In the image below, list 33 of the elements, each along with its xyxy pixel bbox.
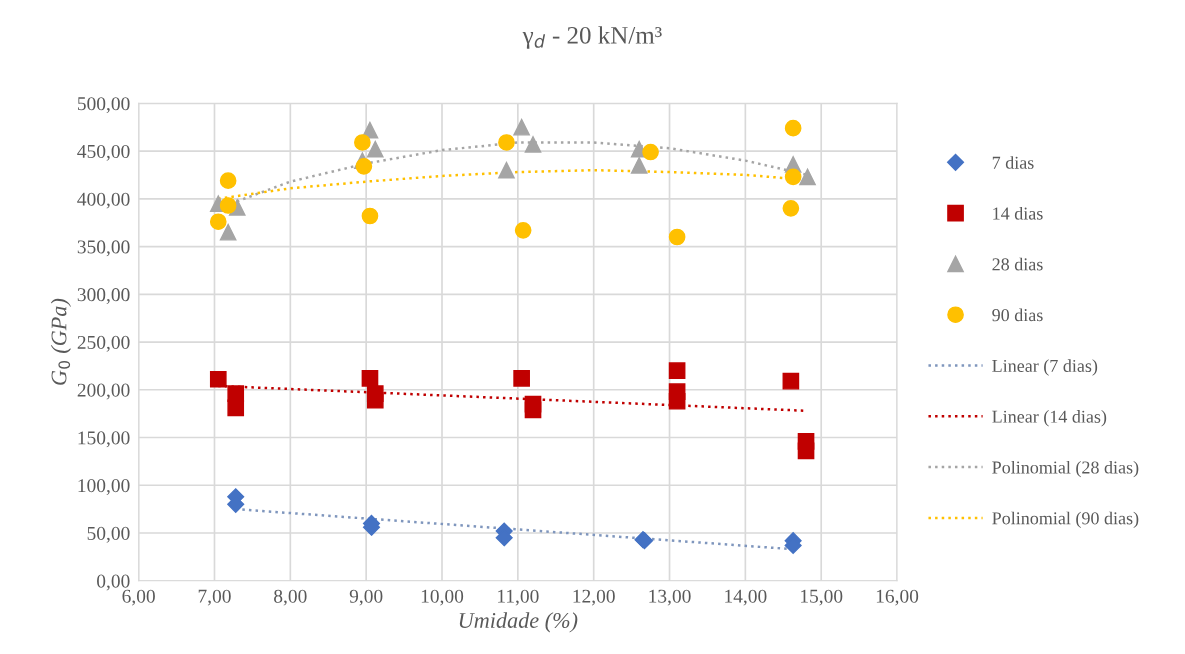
legend-label: Linear (7 dias) [992,359,1098,376]
x-tick-label: 9,00 [349,589,383,606]
y-tick-label: 200,00 [77,383,130,400]
y-tick-label: 400,00 [77,192,130,209]
y-tick-label: 50,00 [87,526,130,543]
x-tick-label: 6,00 [122,589,155,606]
x-tick-label: 16,00 [876,589,919,606]
y-tick-label: 350,00 [77,240,130,257]
y-tick-label: 100,00 [78,479,130,495]
x-tick-label: 13,00 [649,589,691,606]
x-tick-label: 11,00 [498,589,539,606]
y-tick-label: 0,00 [97,574,130,591]
x-tick-label: 15,00 [801,589,843,606]
y-tick-label: 500,00 [77,97,130,114]
legend-label: 90 dias [992,308,1043,322]
legend-label: Linear (14 dias) [992,410,1107,427]
y-tick-label: 450,00 [77,144,130,161]
legend-label: 7 dias [992,156,1034,169]
x-axis-title: Umidade (%) [459,612,578,633]
y-tick-label: 300,00 [77,288,130,305]
x-tick-label: 12,00 [573,589,615,606]
legend-label: Polinomial (28 dias) [992,460,1139,478]
legend-label: Polinomial (90 dias) [992,511,1139,529]
x-tick-label: 10,00 [421,589,464,606]
x-tick-label: 14,00 [725,589,767,606]
y-tick-label: 250,00 [77,335,130,352]
chart-title: γ$_{d}$ - 20 kN/m³ [522,26,662,49]
legend-label: 14 dias [993,206,1043,220]
y-axis-title: G$_{0}$ (GPa) [50,298,71,385]
x-tick-label: 7,00 [198,589,231,606]
x-tick-label: 8,00 [274,589,307,606]
legend-label: 28 dias [992,257,1043,271]
y-tick-label: 150,00 [78,431,130,448]
